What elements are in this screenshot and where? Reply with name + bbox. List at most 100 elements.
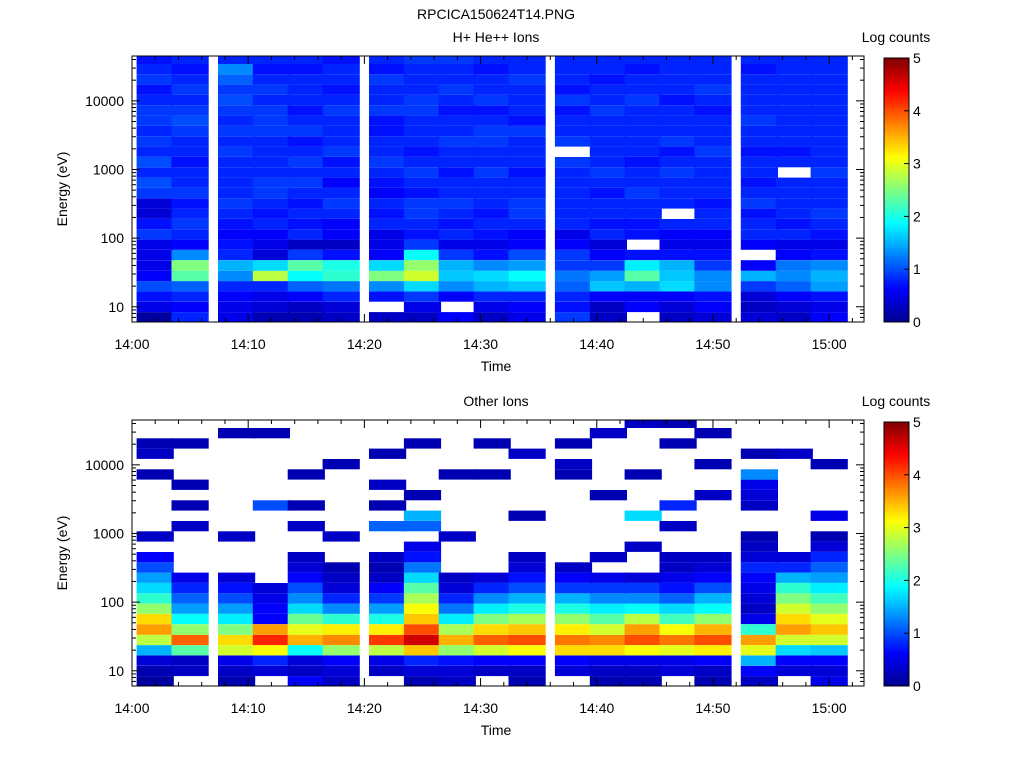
- heatmap-cell: [589, 167, 627, 178]
- heatmap-cell: [589, 270, 627, 282]
- heatmap-cell: [810, 541, 848, 552]
- heatmap-cell: [694, 115, 732, 126]
- heatmap-cell: [218, 239, 256, 250]
- heatmap-cell: [694, 219, 732, 230]
- heatmap-cell: [589, 665, 627, 677]
- heatmap-cell: [369, 229, 407, 240]
- heatmap-cell: [252, 219, 290, 230]
- heatmap-cell: [252, 249, 290, 261]
- heatmap-cell: [589, 676, 627, 686]
- heatmap-cell: [369, 74, 407, 85]
- heatmap-cell: [438, 270, 476, 282]
- heatmap-cell: [473, 105, 511, 116]
- heatmap-cell: [369, 603, 407, 614]
- heatmap-cell: [473, 157, 511, 168]
- heatmap-cell: [775, 552, 813, 563]
- heatmap-cell: [740, 219, 778, 230]
- heatmap-cell: [218, 291, 256, 302]
- heatmap-cell: [554, 593, 593, 604]
- heatmap-cell: [775, 624, 813, 635]
- heatmap-cell: [369, 448, 407, 459]
- heatmap-cell: [369, 281, 407, 292]
- heatmap-cell: [740, 301, 778, 313]
- heatmap-cell: [403, 239, 442, 250]
- heatmap-cell: [659, 552, 697, 563]
- heatmap-cell: [171, 281, 209, 292]
- heatmap-cell: [775, 655, 813, 666]
- heatmap-cell: [136, 624, 174, 635]
- y-tick-label: 10: [108, 299, 124, 315]
- heatmap-cell: [322, 219, 360, 230]
- heatmap-cell: [287, 613, 325, 625]
- heatmap-cell: [322, 95, 360, 106]
- heatmap-cell: [438, 198, 476, 209]
- heatmap-cell: [624, 74, 662, 85]
- heatmap-cell: [369, 634, 407, 646]
- heatmap-cell: [322, 665, 360, 677]
- colorbar-tick-label: 3: [913, 156, 921, 172]
- heatmap-cell: [252, 177, 290, 188]
- heatmap-cell: [810, 126, 848, 137]
- heatmap-cell: [659, 613, 697, 625]
- x-tick-label: 14:30: [463, 336, 498, 352]
- heatmap-cell: [218, 84, 256, 95]
- x-tick-label: 14:30: [463, 700, 498, 716]
- heatmap-cell: [554, 84, 593, 95]
- x-tick-label: 15:00: [812, 336, 847, 352]
- heatmap-cell: [322, 260, 360, 271]
- heatmap-cell: [218, 593, 256, 604]
- heatmap-cell: [171, 613, 209, 625]
- heatmap-cell: [403, 126, 442, 137]
- colorbar-label: Log counts: [862, 29, 931, 45]
- heatmap-cell: [624, 281, 662, 292]
- heatmap-cell: [438, 260, 476, 271]
- heatmap-cell: [322, 603, 360, 614]
- heatmap-cell: [810, 301, 848, 313]
- heatmap-cell: [589, 84, 627, 95]
- heatmap-cell: [136, 208, 174, 219]
- heatmap-cell: [369, 157, 407, 168]
- heatmap-cell: [473, 229, 511, 240]
- heatmap-cell: [136, 239, 174, 250]
- heatmap-cell: [508, 188, 546, 199]
- heatmap-cell: [810, 115, 848, 126]
- heatmap-cell: [322, 676, 360, 686]
- heatmap-cell: [322, 177, 360, 188]
- heatmap-cell: [369, 655, 407, 666]
- heatmap-cell: [694, 95, 732, 106]
- heatmap-cell: [659, 270, 697, 282]
- heatmap-cell: [740, 260, 778, 271]
- heatmap-cell: [589, 428, 627, 439]
- heatmap-cell: [403, 177, 442, 188]
- heatmap-cell: [287, 469, 325, 480]
- heatmap-cell: [810, 459, 848, 470]
- heatmap-cell: [810, 613, 848, 625]
- heatmap-cell: [694, 562, 732, 573]
- heatmap-cell: [287, 521, 325, 532]
- heatmap-cell: [624, 64, 662, 75]
- heatmap-cell: [624, 136, 662, 147]
- heatmap-cell: [740, 312, 778, 322]
- heatmap-cell: [694, 291, 732, 302]
- heatmap-cell: [438, 291, 476, 302]
- heatmap-cell: [252, 157, 290, 168]
- heatmap-cell: [438, 95, 476, 106]
- heatmap-cell: [508, 239, 546, 250]
- heatmap-cell: [589, 229, 627, 240]
- heatmap-cell: [775, 157, 813, 168]
- heatmap-cell: [554, 281, 593, 292]
- heatmap-cell: [287, 260, 325, 271]
- colorbar-tick-label: 2: [913, 208, 921, 224]
- heatmap-cell: [740, 136, 778, 147]
- heatmap-cell: [694, 665, 732, 677]
- x-tick-label: 14:20: [347, 336, 382, 352]
- heatmap-cell: [740, 624, 778, 635]
- x-tick-label: 14:40: [579, 336, 614, 352]
- heatmap-cell: [554, 74, 593, 85]
- heatmap-cell: [508, 655, 546, 666]
- heatmap-cell: [403, 521, 442, 532]
- heatmap-cell: [403, 613, 442, 625]
- heatmap-cell: [775, 84, 813, 95]
- heatmap-cell: [322, 157, 360, 168]
- heatmap-cell: [554, 572, 593, 583]
